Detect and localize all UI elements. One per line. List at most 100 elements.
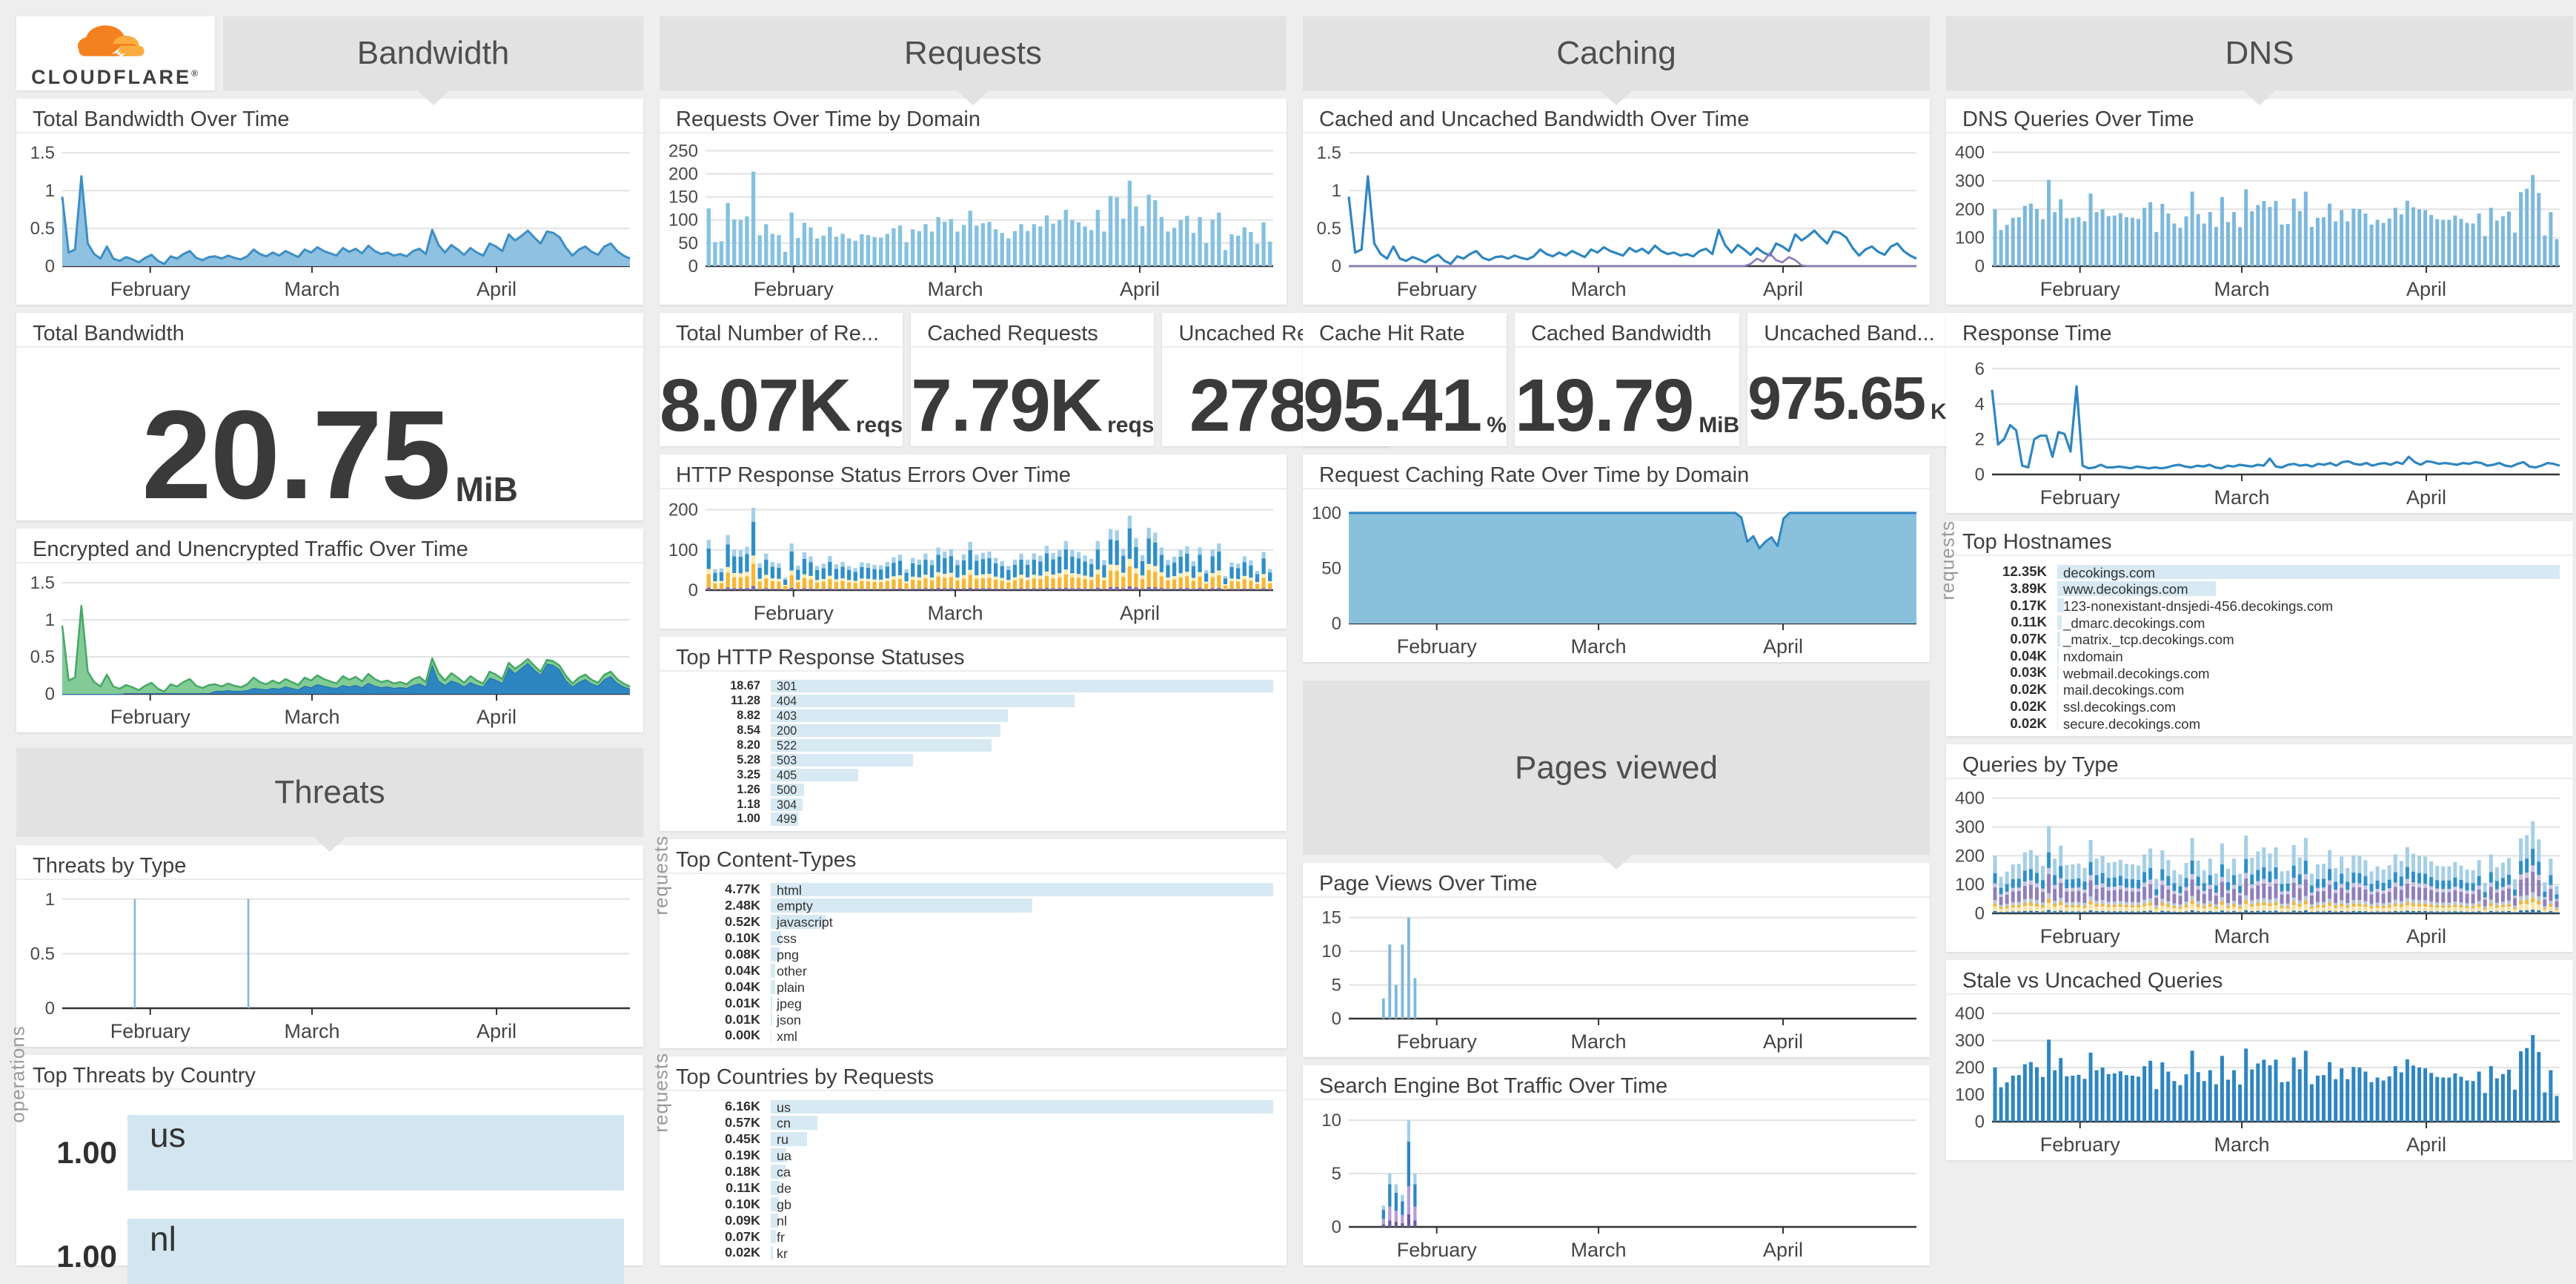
- list-item: 3.89K www.decokings.com: [2010, 580, 2560, 598]
- svg-text:200: 200: [1955, 199, 1985, 219]
- list-item-label: 499: [777, 813, 797, 827]
- list-item: 0.57K cn: [725, 1115, 1273, 1131]
- list-item: 3.25 405: [737, 767, 1273, 782]
- list-item-value: 0.07K: [725, 1228, 760, 1244]
- uncached-bandwidth-value: 975.65 KiB: [1747, 348, 1968, 429]
- svg-text:March: March: [2214, 278, 2270, 300]
- card-title: Top Content-Types: [660, 839, 1287, 874]
- card-dns-queries: DNS Queries Over Time 0 100 200 300 400 Febru…: [1946, 99, 2573, 305]
- list-item-label: cn: [777, 1116, 791, 1131]
- list-item-value: 0.11K: [2011, 614, 2047, 630]
- list-item-label: json: [777, 1012, 801, 1027]
- cached-requests-value: 7.79K reqs: [911, 348, 1154, 443]
- list-item-value: 0.03K: [2010, 664, 2047, 681]
- card-queries-by-type: Queries by Type 0 100 200 300 400 February Mar…: [1946, 744, 2573, 952]
- threats-by-type-chart[interactable]: 0 0.5 1 February March April: [16, 880, 643, 1047]
- cache-hit-rate-value: 95.41 %: [1303, 348, 1507, 443]
- svg-text:0: 0: [45, 257, 55, 277]
- svg-text:April: April: [2406, 1134, 2446, 1156]
- card-title: Cached and Uncached Bandwidth Over Time: [1303, 99, 1930, 133]
- list-item-label: 123-nonexistant-dnsjedi-456.decokings.co…: [2063, 598, 2334, 614]
- card-requests-over-time: Requests Over Time by Domain 0 50 100 150 20…: [660, 99, 1287, 305]
- list-item-bar: [771, 695, 1075, 708]
- list-item-label: webmail.decokings.com: [2063, 665, 2210, 681]
- stat-number: 7.79K: [911, 364, 1103, 447]
- svg-text:0: 0: [45, 684, 55, 704]
- list-item: 0.10K gb: [725, 1196, 1273, 1212]
- section-pointer: [312, 835, 348, 852]
- list-item: 0.10K css: [725, 930, 1273, 947]
- svg-text:0: 0: [1332, 257, 1341, 277]
- list-item-bar: [2057, 665, 2059, 681]
- list-item-label: css: [777, 931, 797, 947]
- section-header-threats: Threats: [16, 748, 643, 852]
- list-item: 0.02K mail.decokings.com: [2010, 681, 2560, 698]
- list-item-label: xml: [777, 1028, 797, 1044]
- section-pointer: [955, 89, 991, 105]
- list-item-label: kr: [777, 1245, 788, 1261]
- svg-text:February: February: [110, 1020, 191, 1042]
- http-response-status-errors-chart[interactable]: 0 100 200 February March April: [660, 489, 1287, 629]
- svg-text:February: February: [754, 278, 834, 300]
- card-title: Total Number of Re...: [660, 313, 903, 348]
- list-item-bar: [771, 947, 780, 962]
- svg-text:300: 300: [1955, 1030, 1985, 1050]
- svg-text:1.5: 1.5: [1317, 143, 1341, 163]
- svg-text:April: April: [477, 1020, 517, 1042]
- list-item: 0.19K ua: [725, 1148, 1273, 1164]
- list-item-label: ssl.decokings.com: [2063, 699, 2177, 715]
- list-item-label: nl: [777, 1213, 787, 1228]
- card-title: Queries by Type: [1946, 744, 2573, 779]
- list-item: 1.26 500: [737, 782, 1273, 797]
- list-item: 0.02K kr: [725, 1245, 1273, 1261]
- list-item-bar: [771, 996, 773, 1010]
- list-item: 11.28 404: [731, 694, 1273, 709]
- card-cached-bandwidth: Cached Bandwidth 19.79 MiB: [1514, 313, 1740, 446]
- card-top-threats-by-country: Top Threats by Country operations 1.00 us…: [7, 1025, 643, 1284]
- list-item: 0.07K fr: [725, 1228, 1273, 1245]
- svg-text:April: April: [1763, 635, 1803, 658]
- list-item-bar: [771, 963, 776, 978]
- svg-text:0: 0: [688, 580, 698, 600]
- svg-text:0: 0: [1332, 614, 1341, 634]
- list-item: 5.28 503: [737, 752, 1273, 767]
- stat-unit: reqs: [1107, 413, 1155, 437]
- stale-vs-uncached-queries-chart[interactable]: 0 100 200 300 400 February March April: [1946, 995, 2573, 1160]
- requests-over-time-chart[interactable]: 0 50 100 150 200 250 February March April: [660, 133, 1287, 305]
- list-item-value: 0.17K: [2010, 597, 2047, 613]
- svg-text:February: February: [110, 278, 191, 300]
- card-encrypted-traffic: Encrypted and Unencrypted Traffic Over T…: [16, 529, 643, 732]
- svg-text:March: March: [285, 706, 340, 728]
- dns-queries-over-time-chart[interactable]: 0 100 200 300 400 February March April: [1946, 133, 2573, 305]
- queries-by-type-chart[interactable]: 0 100 200 300 400 February March April: [1946, 779, 2573, 952]
- svg-text:150: 150: [668, 188, 698, 208]
- card-title: Search Engine Bot Traffic Over Time: [1303, 1065, 1930, 1100]
- request-caching-rate-chart[interactable]: 0 50 100 February March April: [1303, 489, 1930, 662]
- stat-unit: %: [1487, 413, 1507, 437]
- list-item-label: jpeg: [777, 996, 802, 1011]
- list-item-label: 304: [777, 798, 797, 812]
- svg-text:100: 100: [668, 540, 698, 560]
- list-item-value: 0.18K: [725, 1164, 760, 1179]
- total-bandwidth-over-time-chart[interactable]: 0 0.5 1 1.5 February March April: [16, 133, 643, 305]
- list-item: 0.04K other: [725, 962, 1273, 979]
- stat-number: 8.07K: [660, 364, 852, 447]
- section-title: Bandwidth: [356, 35, 510, 71]
- list-item-bar: [771, 1012, 773, 1027]
- svg-text:400: 400: [1955, 789, 1985, 809]
- list-item-bar: [2057, 699, 2059, 714]
- cached-uncached-bandwidth-chart[interactable]: 0 0.5 1 1.5 February March April: [1303, 133, 1930, 305]
- page-views-over-time-chart[interactable]: 0 5 10 15 February March April: [1303, 898, 1930, 1057]
- list-item-bar: [771, 899, 1032, 913]
- card-title: Top Hostnames: [1946, 521, 2573, 556]
- svg-text:April: April: [1763, 278, 1803, 300]
- list-item-bar: [127, 1115, 624, 1191]
- search-engine-bot-traffic-chart[interactable]: 0 5 10 February March April: [1303, 1100, 1930, 1265]
- encrypted-unencrypted-traffic-chart[interactable]: 0 0.5 1 1.5 February March April: [16, 563, 643, 732]
- list-item-bar: [771, 1116, 818, 1131]
- svg-text:April: April: [477, 706, 517, 728]
- response-time-chart[interactable]: 0 2 4 6 February March April: [1946, 348, 2573, 513]
- svg-text:0.5: 0.5: [30, 647, 55, 667]
- list-item-value: 1.26: [737, 782, 760, 796]
